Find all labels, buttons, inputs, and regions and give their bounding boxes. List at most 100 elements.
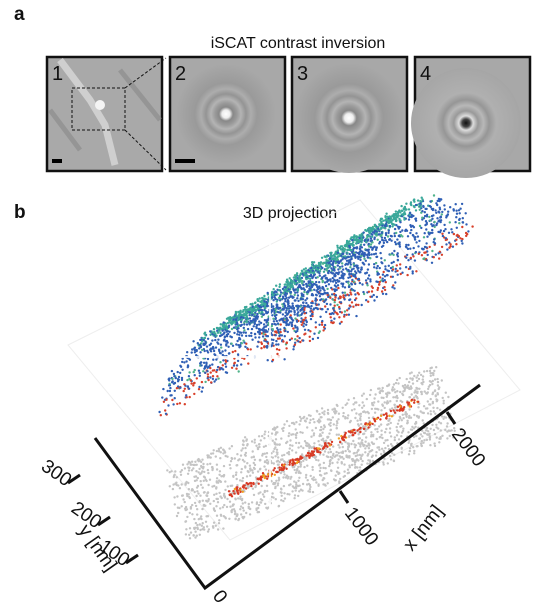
point [317,447,319,449]
point [388,419,390,421]
point [421,197,423,199]
point [336,471,338,473]
point [200,480,202,482]
point [286,341,288,343]
point [370,237,372,239]
point [379,281,381,283]
point [416,380,418,382]
point [401,210,403,212]
point [219,335,221,337]
point [353,290,355,292]
point [349,304,351,306]
point [203,362,205,364]
point [355,444,357,446]
point [207,367,209,369]
point [280,437,282,439]
point [249,303,251,305]
point [220,352,222,354]
point [402,430,404,432]
point [431,232,433,234]
point [351,279,353,281]
point [214,339,216,341]
point [215,525,217,527]
point [169,387,171,389]
point [347,448,349,450]
point [228,331,230,333]
point [222,364,224,366]
point [251,501,253,503]
point [209,344,211,346]
point [294,299,296,301]
point [426,439,428,441]
point [401,408,403,410]
point [237,316,239,318]
point [231,445,233,447]
point [409,232,411,234]
point [289,277,291,279]
point [427,412,429,414]
point [288,310,290,312]
point [384,265,386,267]
point [307,271,309,273]
point [216,464,218,466]
point [356,256,358,258]
point [283,289,285,291]
point [275,443,277,445]
point [398,227,400,229]
point [395,218,397,220]
point [216,369,218,371]
point [198,347,200,349]
point [183,390,185,392]
point [321,276,323,278]
point [224,489,226,491]
point [310,436,312,438]
point [230,485,232,487]
point [295,421,297,423]
point [201,459,203,461]
point [453,427,455,429]
point [329,303,331,305]
point [243,516,245,518]
point [373,253,375,255]
point [342,272,344,274]
point [254,313,256,315]
panel-title: 3D projection [243,205,337,222]
point [275,291,277,293]
point [355,401,357,403]
point [319,470,321,472]
point [197,485,199,487]
point [297,446,299,448]
point [199,529,201,531]
point [299,457,301,459]
point [436,378,438,380]
point [272,318,274,320]
point [275,331,277,333]
point [324,324,326,326]
point [325,265,327,267]
point [375,262,377,264]
point [415,209,417,211]
point [234,457,236,459]
point [284,283,286,285]
point [374,236,376,238]
point [181,361,183,363]
point [421,217,423,219]
point [301,292,303,294]
point [283,485,285,487]
point [255,317,257,319]
point [319,289,321,291]
point [196,349,198,351]
point [384,431,386,433]
point [302,305,304,307]
point [263,437,265,439]
point [252,483,254,485]
point [193,371,195,373]
point [421,440,423,442]
point [264,319,266,321]
point [288,464,290,466]
point [384,439,386,441]
point [430,381,432,383]
point [398,218,400,220]
point [191,513,193,515]
point [393,383,395,385]
